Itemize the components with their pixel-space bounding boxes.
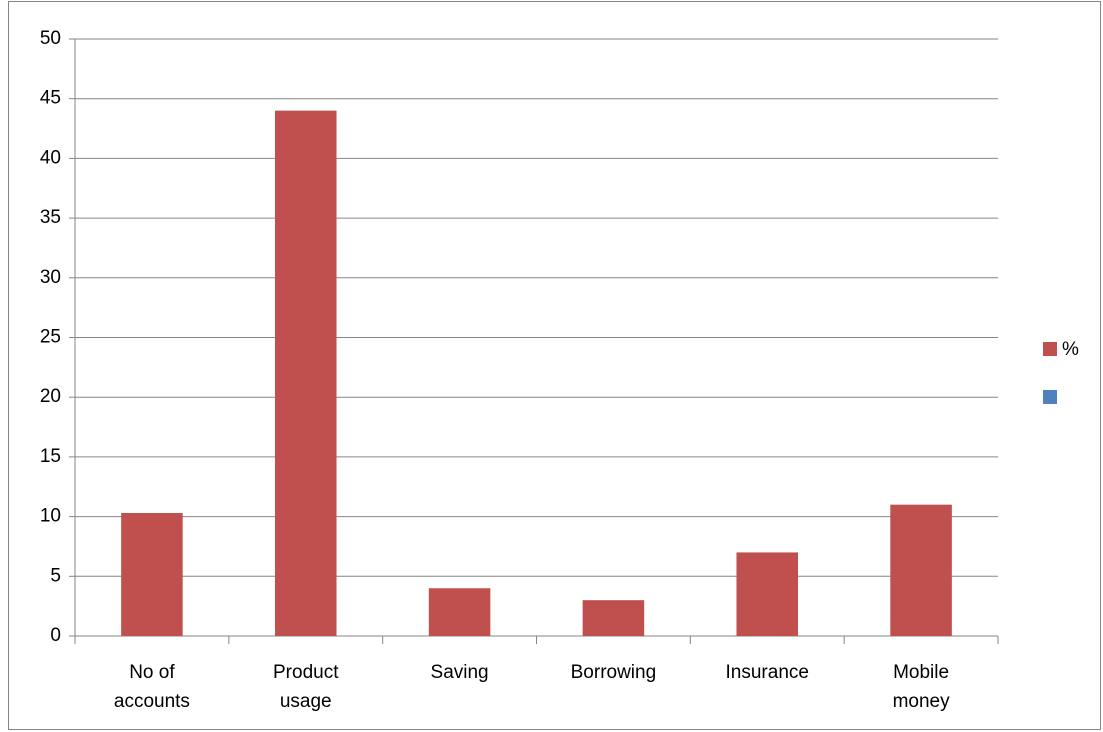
legend-label: %	[1062, 339, 1079, 360]
legend-swatch	[1043, 342, 1057, 356]
x-tick-label: Insurance	[725, 662, 809, 683]
y-tick-label: 10	[40, 506, 61, 527]
x-tick-label: Borrowing	[570, 662, 657, 683]
bar	[428, 588, 491, 636]
y-tick-label: 20	[40, 386, 61, 407]
x-tick-label: Mobile money	[892, 662, 950, 712]
y-tick-label: 5	[50, 565, 61, 586]
bar	[274, 110, 337, 636]
y-tick-label: 45	[40, 88, 61, 109]
y-tick-label: 0	[50, 625, 61, 646]
y-tick-label: 15	[40, 446, 61, 467]
bar	[121, 513, 183, 636]
y-tick-label: 35	[40, 207, 61, 228]
x-tick-label: Saving	[430, 662, 489, 683]
bar	[582, 600, 645, 636]
legend-swatch	[1043, 390, 1057, 404]
y-tick-label: 50	[40, 28, 61, 49]
y-tick-label: 40	[40, 147, 61, 168]
bar	[890, 504, 952, 636]
x-tick-label: No of accounts	[113, 662, 190, 712]
x-tick-label: Product usage	[273, 662, 339, 712]
y-tick-label: 30	[40, 267, 61, 288]
bar	[736, 552, 799, 636]
y-tick-label: 25	[40, 327, 61, 348]
